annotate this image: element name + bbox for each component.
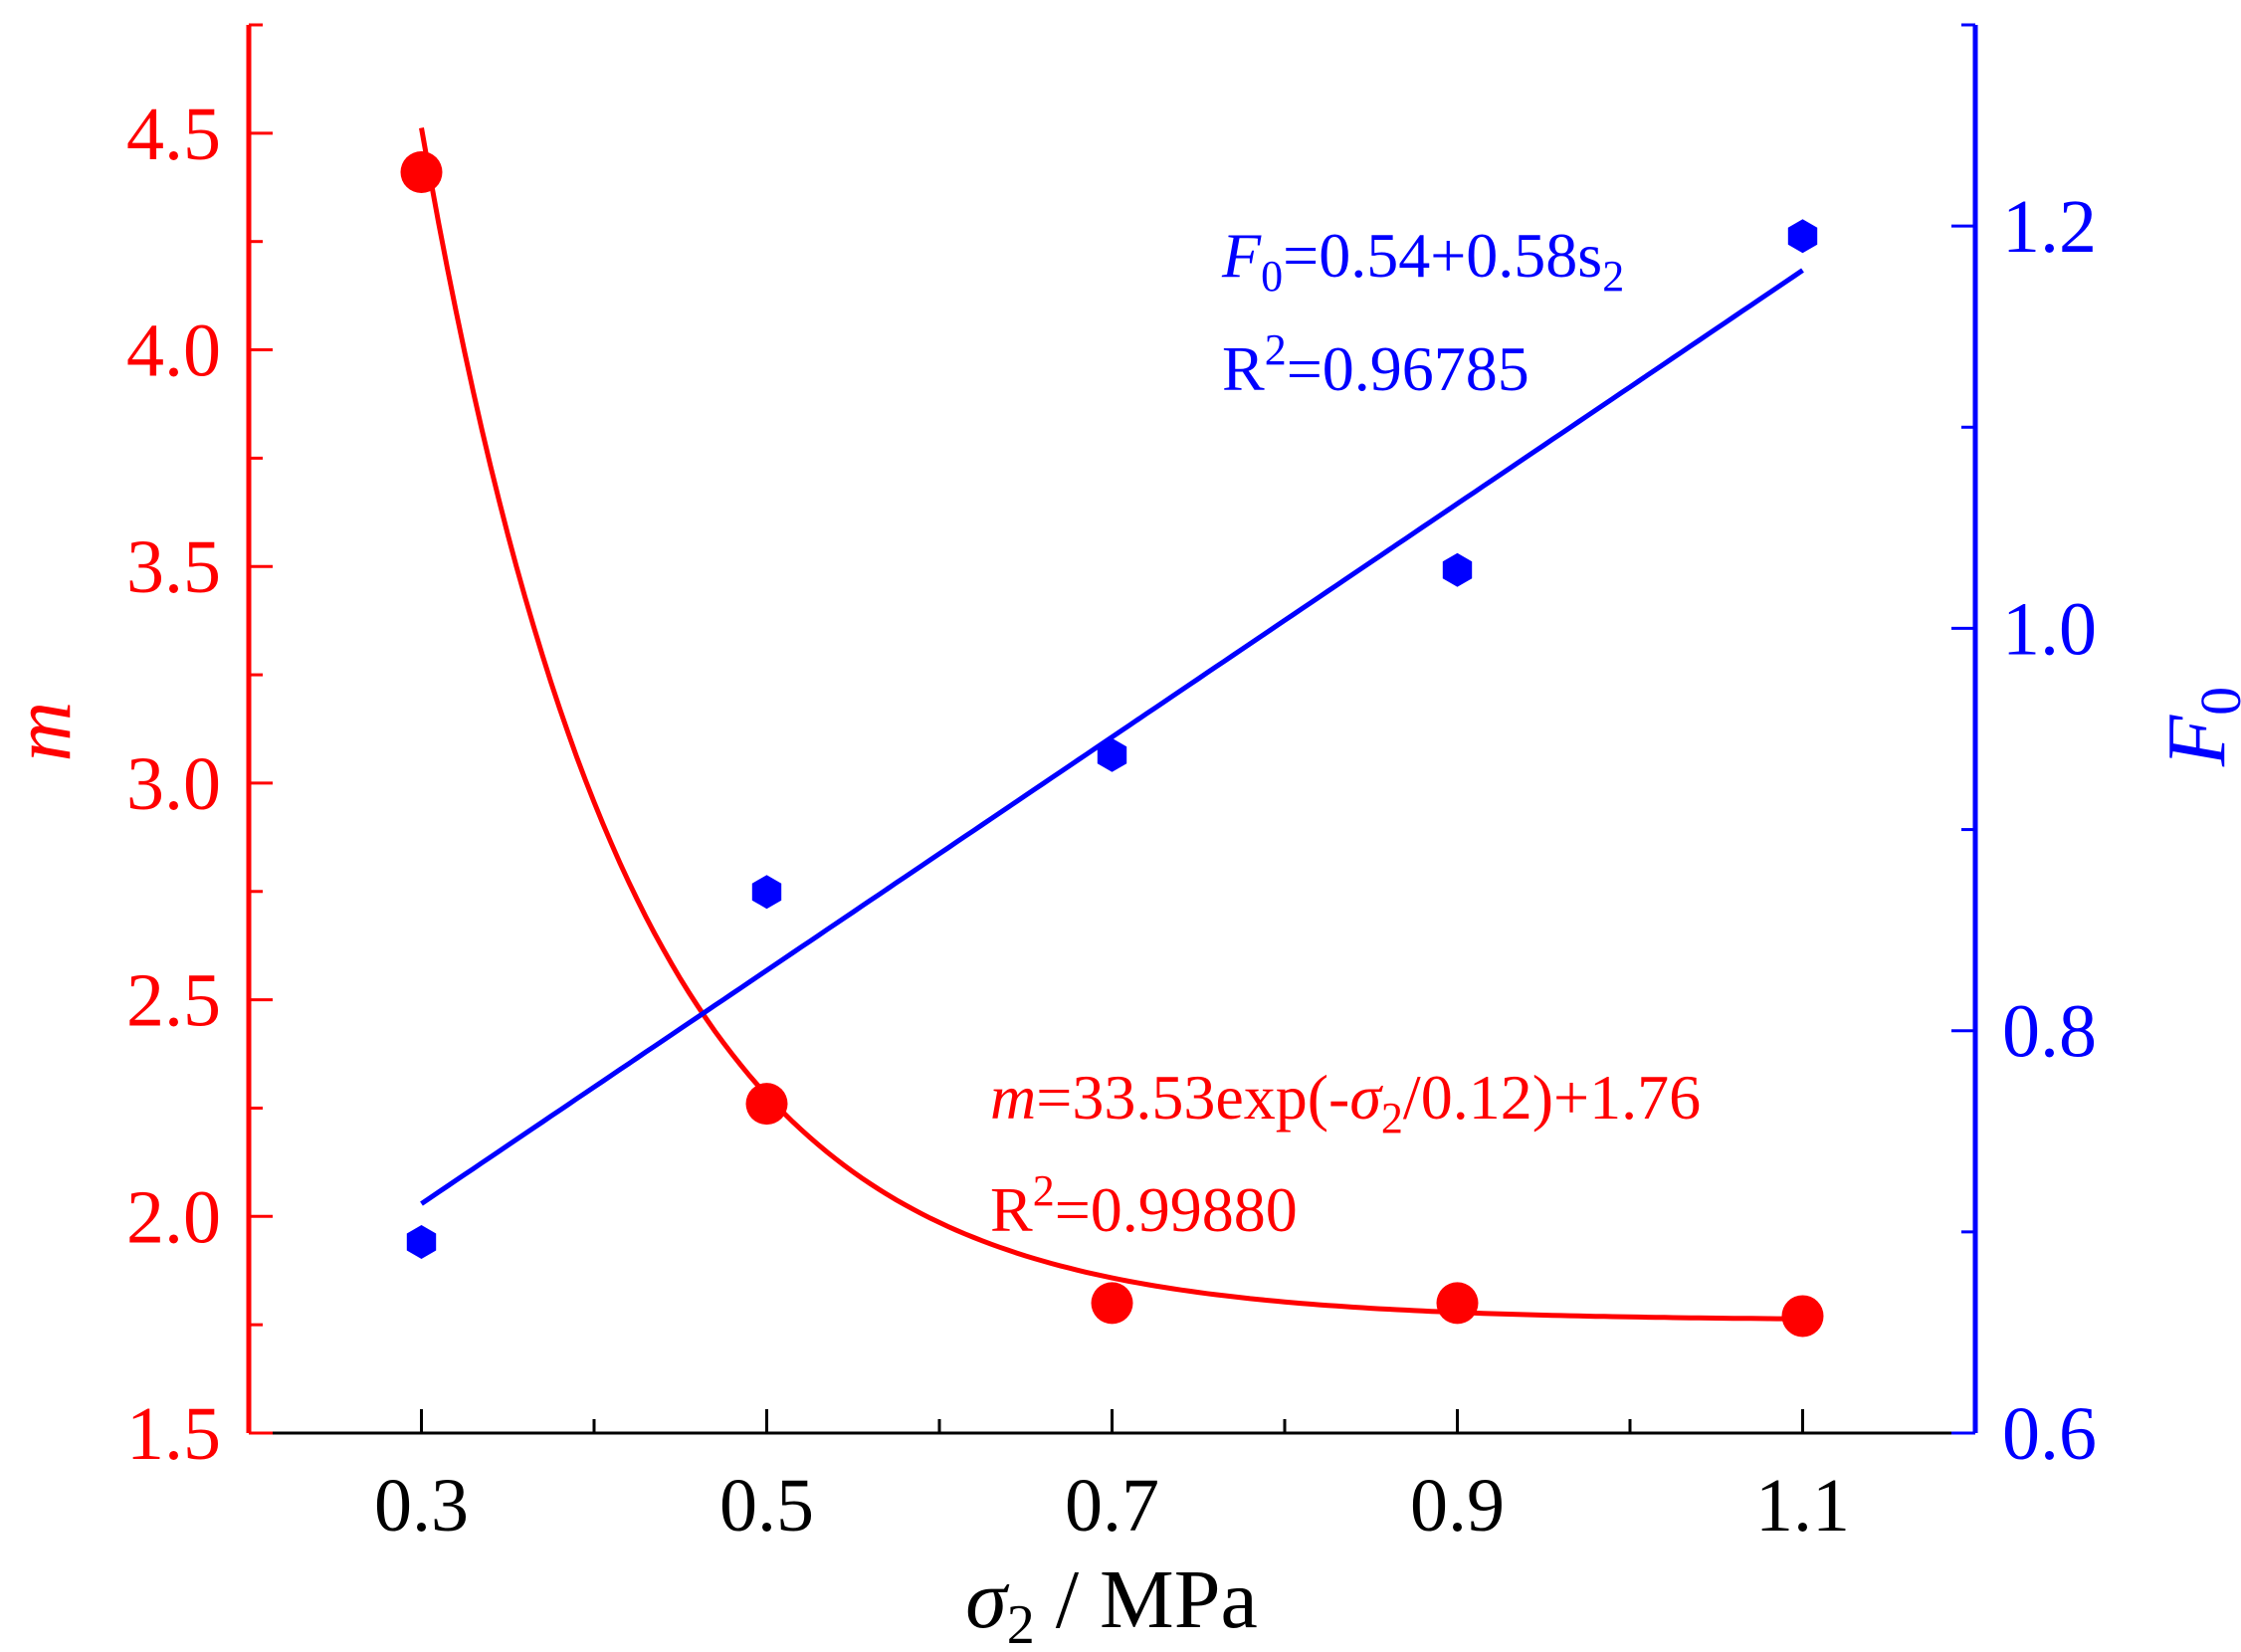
blue-r-squared: R2=0.96785: [1222, 325, 1529, 404]
blue-equation: F0=0.54+0.58s2: [1221, 220, 1624, 301]
red-equation: m=33.53exp(-σ2/0.12)+1.76: [990, 1062, 1701, 1142]
point-F0: [1097, 737, 1127, 772]
left-tick-label: 4.0: [126, 310, 221, 393]
point-m: [400, 151, 443, 194]
left-tick-label: 2.5: [126, 959, 221, 1043]
left-tick-label: 1.5: [126, 1392, 221, 1476]
data-points: [400, 151, 1824, 1338]
left-axis-title: m: [0, 702, 89, 762]
point-m: [1091, 1282, 1133, 1325]
x-axis-title: σ2 / MPa: [965, 1553, 1257, 1652]
red-r-squared: R2=0.99880: [990, 1166, 1298, 1245]
point-m: [1436, 1282, 1479, 1325]
right-tick-label: 1.0: [2002, 587, 2097, 671]
fit-line-F0: [420, 268, 1804, 1206]
point-m: [745, 1083, 788, 1126]
point-F0: [1442, 552, 1473, 587]
x-tick-label: 0.5: [719, 1464, 814, 1548]
tick-labels: 0.3 0.5 0.7 0.9 1.1 1.5 2.0 2.5 3.0 3.5 4.0 4.5 0.6 0…: [126, 93, 2097, 1548]
left-tick-label: 2.0: [126, 1175, 221, 1259]
left-tick-label: 4.5: [126, 93, 221, 176]
fit-lines: [419, 127, 1804, 1322]
right-axis-title: F0: [2150, 687, 2241, 767]
fit-line-m: [419, 127, 1803, 1322]
point-F0: [406, 1225, 437, 1259]
left-tick-label: 3.0: [126, 742, 221, 826]
point-F0: [751, 875, 782, 910]
x-tick-label: 0.9: [1410, 1464, 1505, 1548]
right-tick-label: 0.6: [2002, 1392, 2097, 1476]
ticks: [249, 23, 1975, 1435]
point-F0: [1787, 219, 1818, 254]
x-tick-label: 0.3: [374, 1464, 469, 1548]
x-tick-label: 1.1: [1755, 1464, 1850, 1548]
x-tick-label: 0.7: [1065, 1464, 1159, 1548]
left-tick-label: 3.5: [126, 525, 221, 609]
right-tick-label: 1.2: [2002, 185, 2097, 269]
point-m: [1781, 1295, 1824, 1338]
right-tick-label: 0.8: [2002, 990, 2097, 1074]
